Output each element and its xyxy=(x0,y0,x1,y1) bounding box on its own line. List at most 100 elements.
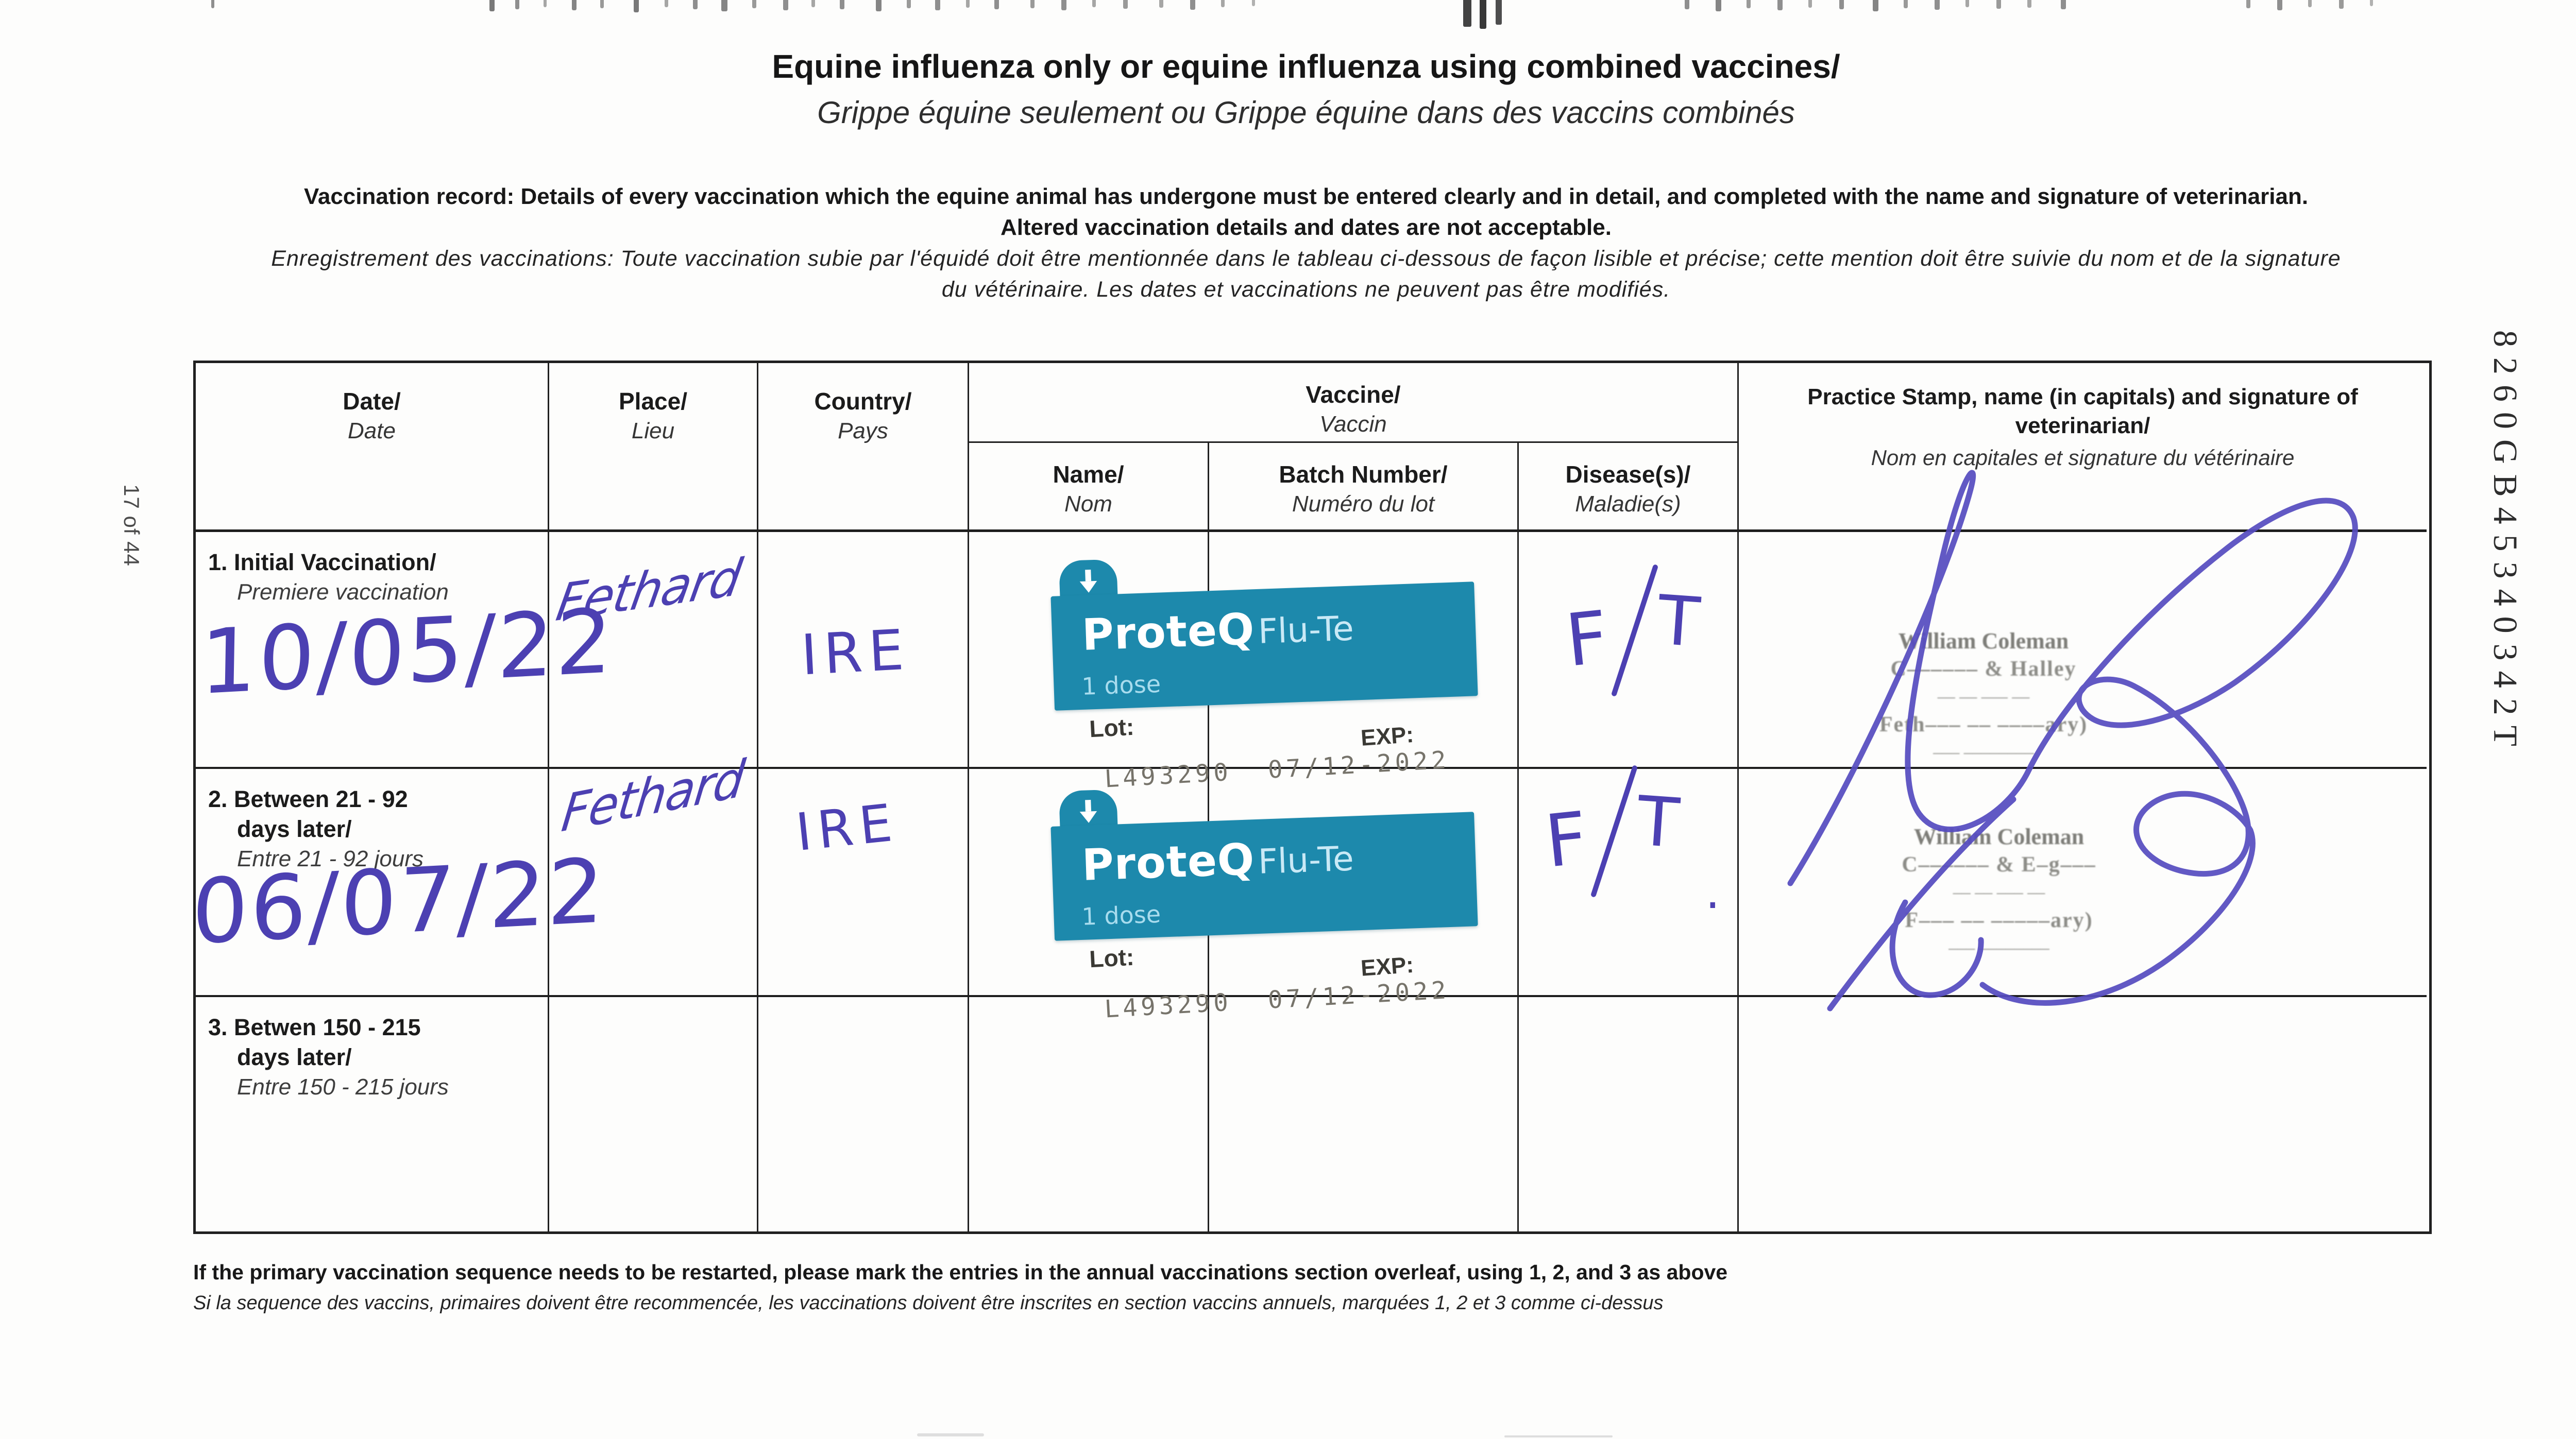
scan-artifact-mark xyxy=(1221,0,1225,7)
row3-batch-cell xyxy=(1209,997,1519,1231)
header-disease-fr: Maladie(s) xyxy=(1575,491,1681,517)
row1-place-cell xyxy=(549,532,758,769)
row2-label-line1: 2. Between 21 - 92 xyxy=(208,786,408,812)
header-place: Place/ Lieu xyxy=(549,363,758,532)
exp-label: EXP: xyxy=(1360,722,1415,751)
scan-artifact-mark xyxy=(1252,0,1255,6)
scan-artifact-mark xyxy=(572,0,577,10)
page-title-french: Grippe équine seulement ou Grippe équine… xyxy=(817,95,1795,130)
scan-artifact-mark xyxy=(2370,0,2373,6)
scan-artifact-mark xyxy=(1716,0,1721,11)
row3-name-cell xyxy=(969,997,1209,1231)
instruction-line-2: Altered vaccination details and dates ar… xyxy=(1001,215,1612,240)
stamp-line: –– –– ––– –– xyxy=(1937,687,2030,706)
scan-artifact-mark xyxy=(1030,0,1035,8)
row2-practice-stamp: William Coleman C–––––– & E–g––– –– –– –… xyxy=(1839,823,2159,962)
stamp-practice-name: C–––––– & E–g––– xyxy=(1902,853,2096,877)
row3-place-cell xyxy=(549,997,758,1231)
scan-artifact-mark xyxy=(1808,0,1812,8)
header-date-fr: Date xyxy=(348,418,396,443)
row1-practice-stamp: William Coleman C–––––– & Halley –– –– –… xyxy=(1824,627,2143,766)
row3-stamp-cell xyxy=(1739,997,2427,1231)
row1-disease-handwriting: F T xyxy=(1562,561,1736,716)
row1-vaccine-sticker: ProteQ Flu-Te 1 dose Lot: EXP: L493290 0… xyxy=(1049,546,1496,803)
vaccine-dose: 1 dose xyxy=(1081,670,1161,700)
page-title: Equine influenza only or equine influenz… xyxy=(772,48,1840,85)
scan-artifact-mark xyxy=(1463,0,1471,27)
scan-artifact-mark xyxy=(693,0,698,9)
veterinarian-signature xyxy=(1787,470,2358,1012)
scan-artifact-mark xyxy=(1480,0,1486,29)
scan-artifact-mark xyxy=(994,0,999,9)
vaccination-table: Date/ Date Place/ Lieu Country/ Pays Vac… xyxy=(193,361,2432,1234)
lot-number: L493290 07/12-2022 xyxy=(1104,976,1451,1024)
row3-label-cell: 3. Betwen 150 - 215 days later/ Entre 15… xyxy=(196,997,549,1231)
row2-vaccine-sticker: ProteQ Flu-Te 1 dose Lot: EXP: L493290 0… xyxy=(1049,776,1496,1033)
footer-note: If the primary vaccination sequence need… xyxy=(193,1257,2460,1318)
vaccine-brand: ProteQ xyxy=(1081,604,1256,660)
header-batch-fr: Numéro du lot xyxy=(1292,491,1435,517)
header-place-fr: Lieu xyxy=(631,418,675,443)
vaccine-variant: Flu-Te xyxy=(1257,838,1354,882)
scan-artifact-mark xyxy=(1873,0,1878,11)
scan-artifact-mark xyxy=(2339,0,2344,9)
scan-artifact-mark xyxy=(2277,0,2282,10)
scan-artifact-mark xyxy=(544,0,547,7)
row2-label-line2: days later/ xyxy=(237,816,352,842)
header-disease-en: Disease(s)/ xyxy=(1565,461,1691,488)
vaccine-variant: Flu-Te xyxy=(1257,608,1354,652)
header-batch-en: Batch Number/ xyxy=(1279,461,1448,488)
header-date: Date/ Date xyxy=(196,363,549,532)
scan-artifact-mark xyxy=(2061,0,2066,9)
footer-note-fr: Si la sequence des vaccins, primaires do… xyxy=(193,1292,1664,1314)
scan-artifact-mark xyxy=(840,0,844,9)
row2-label-french: Entre 21 - 92 jours xyxy=(237,846,423,871)
scan-artifact-mark xyxy=(2027,0,2031,8)
row3-label-line1: 3. Betwen 150 - 215 xyxy=(208,1014,421,1040)
sticker-band: ProteQ Flu-Te 1 dose xyxy=(1050,581,1478,711)
header-country-en: Country/ xyxy=(814,388,912,415)
row1-label-cell: 1. Initial Vaccination/ Premiere vaccina… xyxy=(196,532,549,769)
footer-note-en: If the primary vaccination sequence need… xyxy=(193,1260,1728,1284)
scan-artifact-mark xyxy=(783,0,788,10)
row2-disease-cell xyxy=(1519,769,1739,997)
scan-artifact-mark xyxy=(1935,0,1940,10)
row2-country-handwriting: IRE xyxy=(793,792,901,863)
scan-smudge xyxy=(1504,1435,1613,1437)
header-vaccine-en: Vaccine/ xyxy=(1306,381,1401,408)
header-disease: Disease(s)/ Maladie(s) xyxy=(1519,443,1739,532)
header-name-fr: Nom xyxy=(1064,491,1112,517)
scan-artifact-mark xyxy=(721,0,727,11)
row1-disease-t: T xyxy=(1655,580,1702,663)
header-stamp-fr: Nom en capitales et signature du vétérin… xyxy=(1871,446,2295,470)
scan-artifact-mark xyxy=(2246,0,2250,8)
header-vaccine-fr: Vaccin xyxy=(1319,412,1387,437)
scan-artifact-mark xyxy=(1685,0,1689,9)
vaccine-brand: ProteQ xyxy=(1081,834,1256,890)
lot-label: Lot: xyxy=(1089,713,1135,743)
row2-batch-cell xyxy=(1209,769,1519,997)
vaccine-dose: 1 dose xyxy=(1081,900,1161,931)
scan-artifact-mark xyxy=(515,0,519,9)
scan-artifact-mark xyxy=(811,0,815,7)
row2-label-cell: 2. Between 21 - 92 days later/ Entre 21 … xyxy=(196,769,549,997)
header-vaccine-group: Vaccine/ Vaccin xyxy=(969,363,1739,443)
scan-artifact-mark xyxy=(1159,0,1163,8)
stamp-line: ––– –––––––– xyxy=(1933,743,2034,762)
scan-artifact-mark xyxy=(1965,0,1969,7)
row3-disease-cell xyxy=(1519,997,1739,1231)
row2-date-handwriting: 06/07/22 xyxy=(191,838,607,965)
scan-artifact-mark xyxy=(1996,0,2001,9)
instruction-line-4-french: du vétérinaire. Les dates et vaccination… xyxy=(941,277,1671,302)
row1-label-french: Premiere vaccination xyxy=(237,579,449,605)
header-country: Country/ Pays xyxy=(758,363,969,532)
row1-label-line1: 1. Initial Vaccination/ xyxy=(208,549,436,575)
row1-stamp-cell xyxy=(1739,532,2427,769)
scan-artifact-mark xyxy=(665,0,668,7)
header-vaccine-name: Name/ Nom xyxy=(969,443,1209,532)
row1-country-cell xyxy=(758,532,969,769)
scan-artifact-mark xyxy=(634,0,639,12)
row2-disease-t: T xyxy=(1634,781,1682,864)
instructions-block: Vaccination record: Details of every vac… xyxy=(36,181,2576,305)
header-batch-number: Batch Number/ Numéro du lot xyxy=(1209,443,1519,532)
